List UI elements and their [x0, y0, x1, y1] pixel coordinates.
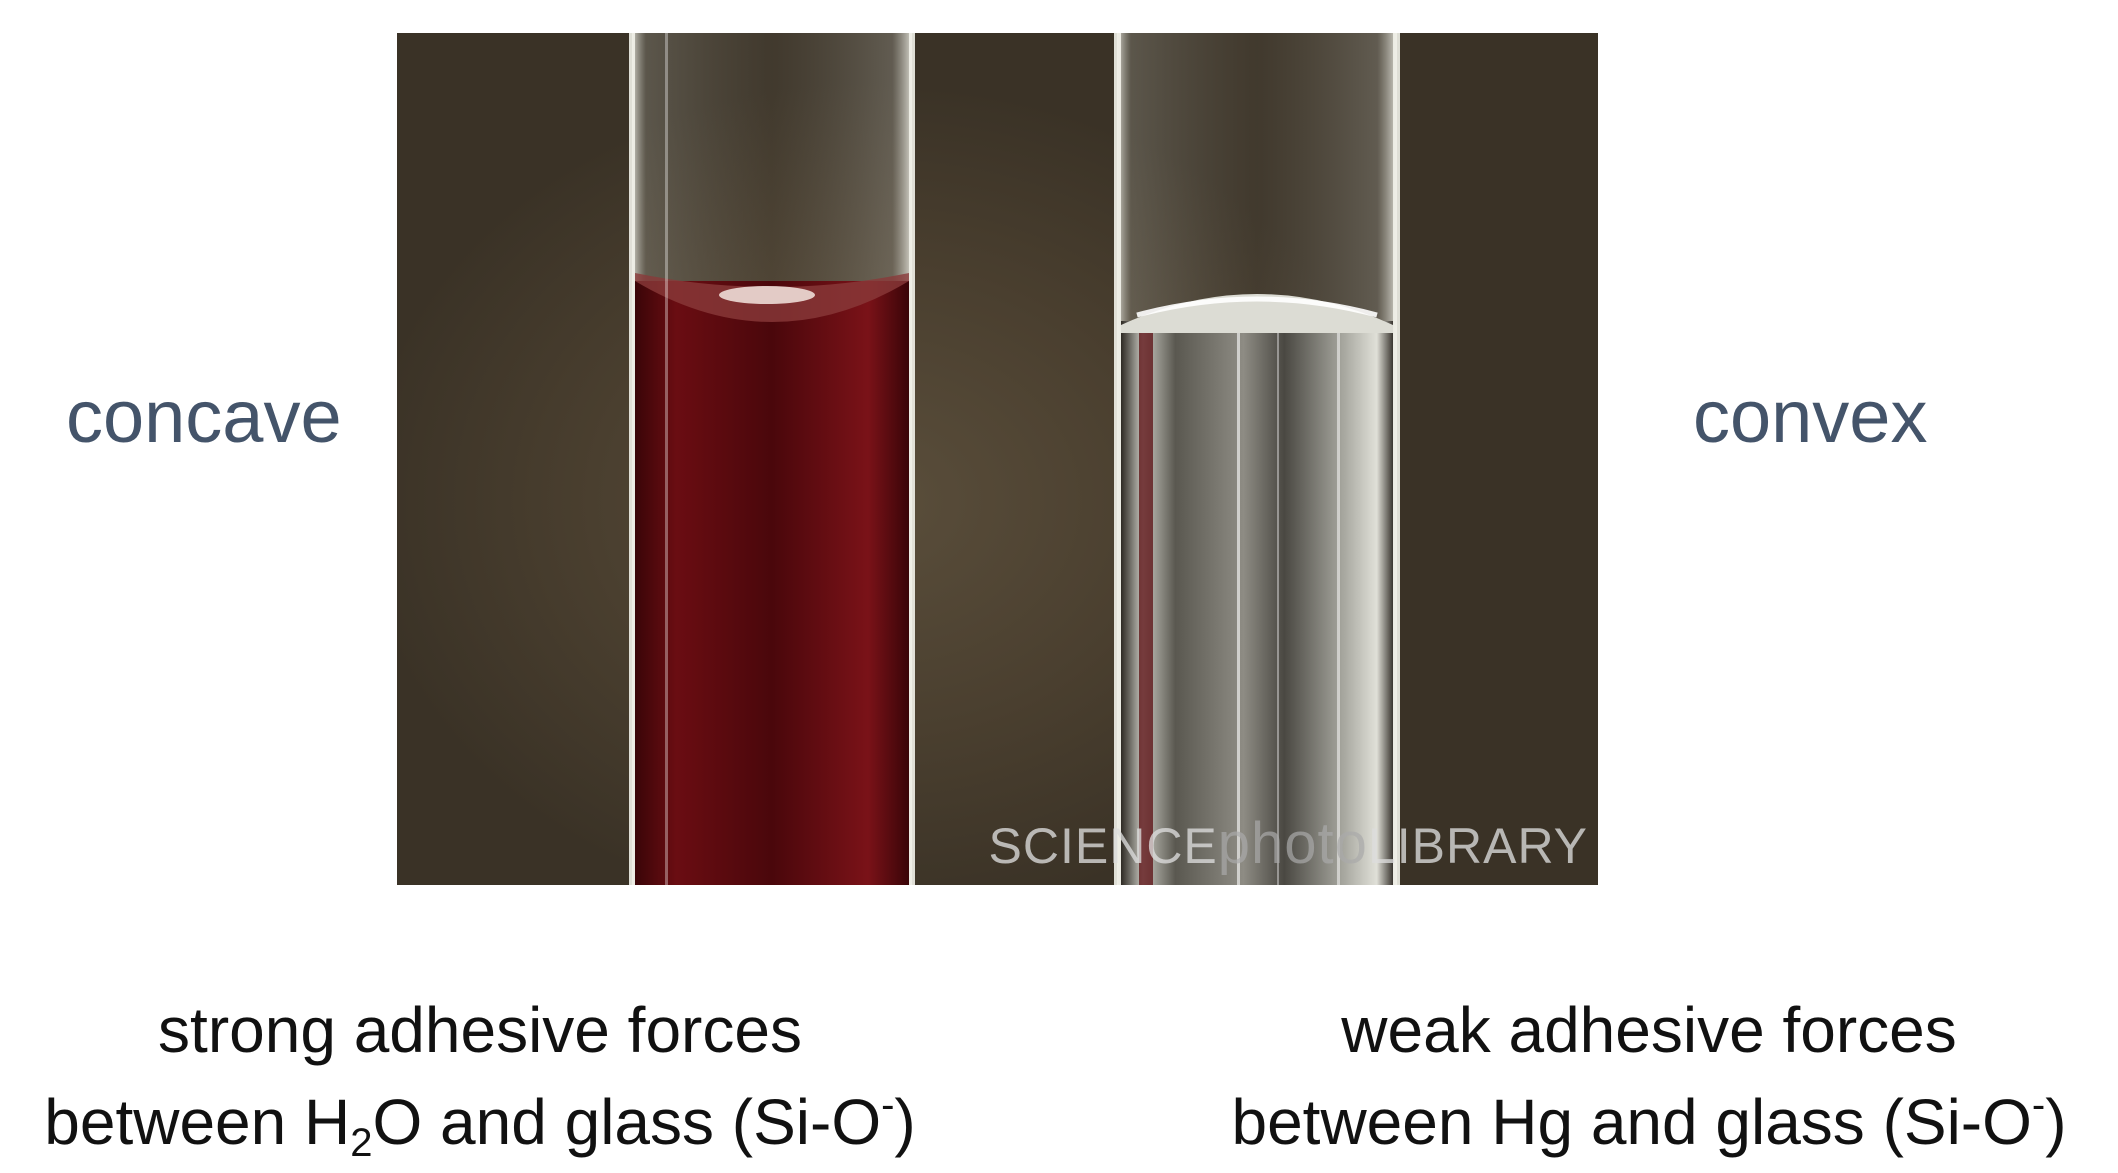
science-photo-library-watermark: SCIENCEphotoLIBRARY: [988, 811, 1588, 876]
mercury-caption-line2: between Hg and glass (Si-O-): [1231, 1083, 2067, 1158]
meniscus-photo: SCIENCEphotoLIBRARY: [397, 33, 1598, 885]
convex-label: convex: [1693, 375, 1928, 458]
mercury-tube: [1114, 33, 1400, 885]
test-tubes-illustration: [629, 33, 1400, 885]
mercury-caption: weak adhesive forces between Hg and glas…: [1180, 984, 2118, 1168]
mercury-caption-line1: weak adhesive forces: [1341, 994, 1957, 1066]
concave-label: concave: [66, 375, 342, 458]
water-tube: [629, 33, 915, 885]
water-caption-line2: between H2O and glass (Si-O-): [44, 1083, 916, 1165]
water-caption: strong adhesive forces between H2O and g…: [0, 984, 960, 1168]
water-caption-line1: strong adhesive forces: [158, 994, 802, 1066]
